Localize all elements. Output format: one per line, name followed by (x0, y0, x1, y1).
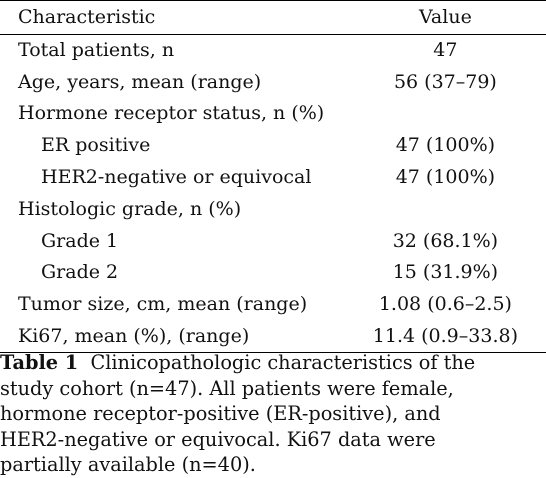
characteristics-table: Characteristic Value Total patients, n 4… (0, 0, 546, 353)
row-value: 47 (100%) (395, 166, 496, 189)
table-row: Hormone receptor status, n (%) (0, 98, 546, 130)
row-value: 1.08 (0.6–2.5) (378, 293, 512, 316)
table-row: ER positive 47 (100%) (0, 130, 546, 162)
caption-line: Table 1 Clinicopathologic characteristic… (0, 350, 540, 376)
table-row: Ki67, mean (%), (range) 11.4 (0.9–33.8) (0, 320, 546, 353)
row-label: Age, years, mean (range) (18, 70, 262, 93)
row-label: Ki67, mean (%), (range) (0, 320, 373, 353)
caption-line: hormone receptor-positive (ER-positive),… (0, 402, 441, 425)
table-row: HER2-negative or equivocal 47 (100%) (0, 162, 546, 194)
row-label: Hormone receptor status, n (%) (18, 102, 325, 125)
row-value: 32 (68.1%) (392, 229, 499, 252)
row-value (373, 193, 546, 225)
caption-label: Table 1 (0, 351, 79, 374)
table-row: Tumor size, cm, mean (range) 1.08 (0.6–2… (0, 289, 546, 321)
row-label: ER positive (41, 134, 151, 157)
row-label: Histologic grade, n (%) (18, 197, 242, 220)
table-row: Total patients, n 47 (0, 35, 546, 67)
caption-line: study cohort (n=47). All patients were f… (0, 376, 454, 400)
row-value: 11.4 (0.9–33.8) (372, 320, 546, 353)
table-header-row: Characteristic Value (0, 0, 546, 35)
caption-line: partially available (n=40). (0, 453, 256, 476)
row-label: Grade 2 (41, 261, 119, 284)
characteristics-table-container: Characteristic Value Total patients, n 4… (0, 0, 546, 353)
table-row: Age, years, mean (range) 56 (37–79) (0, 66, 546, 98)
table-row: Grade 1 32 (68.1%) (0, 225, 546, 257)
table-row: Histologic grade, n (%) (0, 193, 546, 225)
row-label: Total patients, n (18, 39, 175, 62)
row-label: Tumor size, cm, mean (range) (18, 293, 308, 316)
row-value: 56 (37–79) (393, 70, 497, 93)
caption-text: Clinicopathologic characteristics of the (90, 351, 476, 374)
row-value: 47 (100%) (395, 134, 496, 157)
table-caption: Table 1 Clinicopathologic characteristic… (0, 350, 540, 478)
table-row: Grade 2 15 (31.9%) (0, 257, 546, 289)
row-value: 47 (433, 39, 458, 62)
caption-line: HER2-negative or equivocal. Ki67 data we… (0, 427, 436, 451)
row-value (373, 98, 546, 130)
header-characteristic: Characteristic (0, 0, 373, 35)
row-value: 15 (31.9%) (392, 261, 499, 284)
header-value: Value (372, 0, 546, 35)
row-label: Grade 1 (41, 229, 119, 252)
row-label: HER2-negative or equivocal (41, 166, 312, 189)
